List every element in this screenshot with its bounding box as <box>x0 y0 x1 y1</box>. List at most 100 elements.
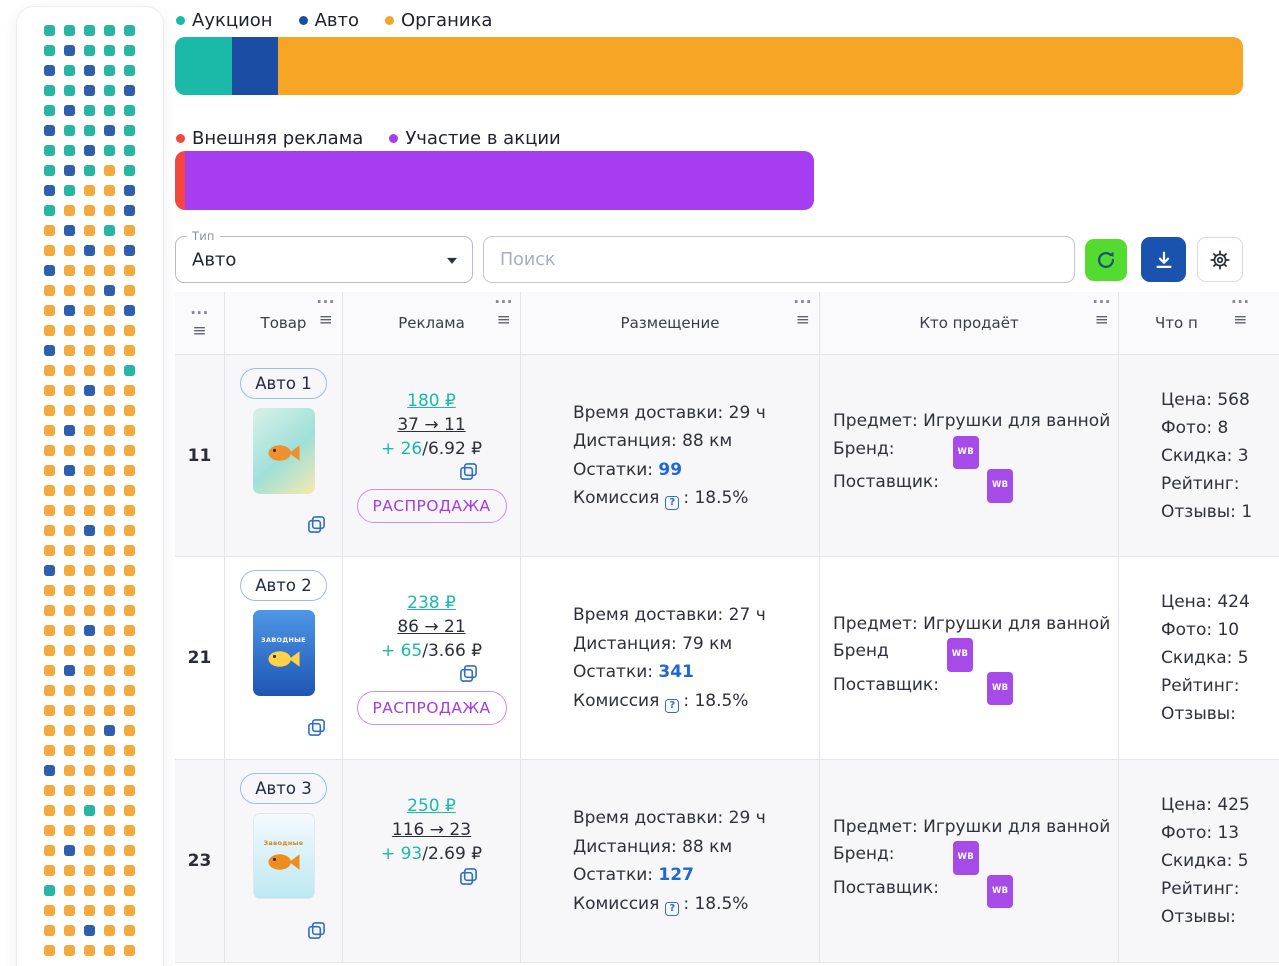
rating-line: Рейтинг: <box>1161 473 1240 494</box>
ad-position-link[interactable]: 116 → 23 <box>391 820 472 840</box>
pixel-square <box>44 245 55 256</box>
column-filter-icon[interactable]: ≡ <box>1233 310 1248 330</box>
pixel-square <box>44 585 55 596</box>
pixel-square <box>104 305 115 316</box>
column-menu-icon[interactable]: ··· <box>316 293 335 311</box>
discount-line: Скидка: 5 <box>1161 851 1249 871</box>
column-menu-icon[interactable]: ··· <box>1092 293 1111 311</box>
pixel-square <box>104 25 115 36</box>
ad-price-link[interactable]: 238 ₽ <box>407 593 456 613</box>
pixel-square <box>104 785 115 796</box>
product-image[interactable] <box>252 408 315 494</box>
legend-label: Авто <box>314 9 359 31</box>
pixel-square <box>44 465 55 476</box>
campaign-badge[interactable]: Авто 1 <box>240 368 327 399</box>
pixel-square <box>124 385 135 396</box>
rating-line: Рейтинг: <box>1161 676 1240 696</box>
pixel-square <box>124 445 135 456</box>
pixel-square <box>64 645 75 656</box>
pixel-square <box>124 545 135 556</box>
pixel-square <box>44 365 55 376</box>
column-menu-icon[interactable]: ··· <box>190 304 209 322</box>
pixel-square <box>44 645 55 656</box>
header-ads: Реклама ··· ≡ <box>343 292 521 355</box>
column-filter-icon[interactable]: ≡ <box>192 321 207 341</box>
column-filter-icon[interactable]: ≡ <box>496 310 511 330</box>
legend-item[interactable]: Аукцион <box>176 10 273 31</box>
column-filter-icon[interactable]: ≡ <box>318 310 333 330</box>
pixel-square <box>44 705 55 716</box>
pixel-square <box>64 745 75 756</box>
copy-icon[interactable] <box>459 462 478 481</box>
pixel-square <box>84 565 95 576</box>
column-menu-icon[interactable]: ··· <box>494 293 513 311</box>
product-image[interactable]: Заводные <box>252 813 315 899</box>
campaign-badge[interactable]: Авто 3 <box>240 773 327 804</box>
stock-line: Остатки: 99 <box>573 459 683 480</box>
legend-label: Органика <box>401 9 493 31</box>
column-menu-icon[interactable]: ··· <box>1231 293 1250 311</box>
campaign-badge[interactable]: Авто 2 <box>240 570 327 601</box>
pixel-square <box>44 285 55 296</box>
pixel-square <box>124 325 135 336</box>
pixel-square <box>124 705 135 716</box>
column-filter-icon[interactable]: ≡ <box>795 310 810 330</box>
ad-position-link[interactable]: 86 → 21 <box>397 617 466 637</box>
type-select-value: Авто <box>192 249 237 270</box>
download-button[interactable] <box>1141 237 1186 282</box>
info-icon[interactable]: ? <box>665 496 680 511</box>
placement-cell: Время доставки: 27 ч Дистанция: 79 км Ос… <box>521 557 820 760</box>
pixel-square <box>64 305 75 316</box>
product-image[interactable]: ЗАВОДНЫЕ <box>252 610 315 696</box>
pixel-square <box>124 25 135 36</box>
refresh-button[interactable] <box>1085 239 1127 281</box>
pixel-square <box>64 845 75 856</box>
pixel-square <box>104 865 115 876</box>
reviews-line: Отзывы: <box>1161 704 1236 724</box>
column-filter-icon[interactable]: ≡ <box>1094 310 1109 330</box>
pixel-square <box>124 465 135 476</box>
info-icon[interactable]: ? <box>665 698 680 713</box>
pixel-square <box>64 425 75 436</box>
price-line: Цена: 425 <box>1161 795 1250 815</box>
pixel-square <box>44 165 55 176</box>
ad-position-link[interactable]: 37 → 11 <box>397 415 466 435</box>
settings-button[interactable] <box>1197 237 1243 282</box>
pixel-square <box>84 925 95 936</box>
column-menu-icon[interactable]: ··· <box>793 293 812 311</box>
info-icon[interactable]: ? <box>665 901 680 916</box>
pixel-square <box>64 285 75 296</box>
pixel-square <box>64 105 75 116</box>
ads-cell: 250 ₽ 116 → 23 + 93/2.69 ₽ <box>343 760 521 963</box>
ad-price-link[interactable]: 180 ₽ <box>407 391 456 411</box>
pixel-square <box>104 65 115 76</box>
pixel-square <box>64 125 75 136</box>
pixel-square <box>84 625 95 636</box>
wb-badge: WB <box>986 874 1014 909</box>
legend-item[interactable]: Участие в акции <box>389 128 561 149</box>
legend-item[interactable]: Внешняя реклама <box>176 128 363 149</box>
copy-icon[interactable] <box>307 921 326 940</box>
ad-price-link[interactable]: 250 ₽ <box>407 796 456 816</box>
copy-icon[interactable] <box>459 867 478 886</box>
copy-icon[interactable] <box>307 718 326 737</box>
type-select[interactable]: Тип Авто <box>175 229 473 283</box>
subject-line: Предмет: Игрушки для ванной <box>833 411 1111 432</box>
legend-dot <box>385 15 394 25</box>
pixel-square <box>44 125 55 136</box>
pixel-square <box>64 725 75 736</box>
search-input[interactable] <box>483 236 1075 283</box>
row-index: 11 <box>175 355 225 557</box>
pixel-square <box>84 305 95 316</box>
pixel-square <box>64 185 75 196</box>
legend-item[interactable]: Органика <box>385 10 492 31</box>
pixel-square <box>64 805 75 816</box>
copy-icon[interactable] <box>459 664 478 683</box>
fish-art <box>267 853 300 870</box>
placement-cell: Время доставки: 29 ч Дистанция: 88 км Ос… <box>521 355 820 557</box>
pixel-square <box>44 45 55 56</box>
legend-item[interactable]: Авто <box>298 9 359 31</box>
copy-icon[interactable] <box>307 515 326 534</box>
pixel-square <box>44 885 55 896</box>
pixel-square <box>64 685 75 696</box>
